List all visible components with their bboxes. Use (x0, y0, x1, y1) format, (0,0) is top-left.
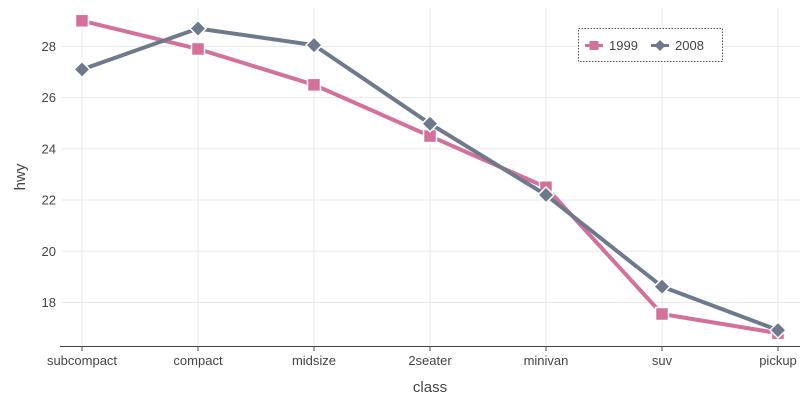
data-point-1999-subcompact (74, 13, 90, 29)
x-axis-title: class (413, 379, 447, 396)
x-tick-label: 2seater (408, 353, 452, 368)
y-tick-label: 20 (42, 244, 56, 259)
data-point-2008-subcompact (72, 60, 92, 79)
series-layer (72, 13, 788, 341)
data-point-1999-suv (654, 306, 670, 322)
y-tick-label: 18 (42, 295, 56, 310)
y-tick-label: 28 (42, 39, 56, 54)
data-point-2008-suv (652, 277, 672, 296)
data-point-2008-2seater (420, 114, 440, 133)
y-axis-title: hwy (12, 163, 29, 190)
x-tick-label: compact (173, 353, 223, 368)
x-tick-label: midsize (292, 353, 336, 368)
data-point-2008-midsize (304, 36, 324, 55)
legend: 1999 2008 (578, 28, 723, 62)
y-tick-label: 22 (42, 193, 56, 208)
y-tick-label: 26 (42, 90, 56, 105)
x-tick-label: pickup (759, 353, 797, 368)
data-point-2008-compact (188, 19, 208, 38)
data-point-2008-minivan (536, 185, 556, 204)
legend-marker-1999 (589, 41, 599, 50)
y-axis-ticks: 18 20 22 24 26 28 (42, 39, 56, 310)
x-tick-label: suv (652, 353, 673, 368)
y-tick-label: 24 (42, 141, 56, 156)
data-point-1999-midsize (306, 77, 322, 93)
x-tick-label: subcompact (47, 353, 117, 368)
x-axis-ticks: subcompact compact midsize 2seater minivan su… (47, 346, 797, 368)
data-point-1999-compact (190, 41, 206, 57)
x-tick-label: minivan (524, 353, 569, 368)
legend-label-2008: 2008 (675, 38, 704, 53)
legend-label-1999: 1999 (609, 38, 638, 53)
legend-marker-2008 (654, 40, 666, 51)
series-2008 (72, 19, 788, 340)
data-point-2008-pickup (768, 321, 788, 340)
